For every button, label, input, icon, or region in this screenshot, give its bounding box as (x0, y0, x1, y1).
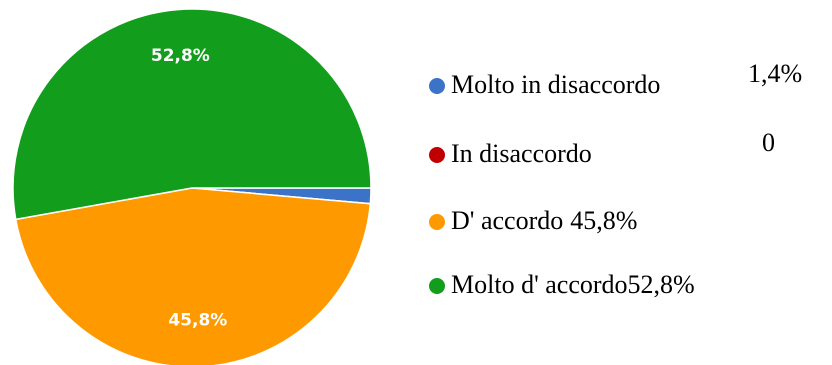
slice-label: 52,8% (151, 46, 210, 66)
legend-label: In disaccordo (451, 139, 592, 168)
legend-entry: Molto in disaccordo 1,4% (451, 59, 802, 99)
legend-entry: Molto d' accordo52,8% (451, 270, 695, 299)
legend-value: 45,8% (570, 206, 637, 235)
legend-value: 1,4% (748, 59, 802, 88)
legend-marker (429, 214, 445, 230)
slice-label: 45,8% (168, 310, 227, 330)
legend-entry: D' accordo 45,8% (451, 206, 637, 235)
pie-slice (12, 8, 372, 221)
legend-label: D' accordo (451, 206, 563, 235)
legend-label: Molto d' accordo (451, 270, 628, 299)
legend-marker (429, 78, 445, 94)
legend-value: 0 (762, 128, 775, 157)
legend-label: Molto in disaccordo (451, 70, 660, 99)
legend-value: 52,8% (628, 270, 695, 299)
pie-slice (14, 187, 372, 365)
legend-entry: In disaccordo 0 (451, 128, 775, 168)
legend-marker (429, 278, 445, 294)
legend-marker (429, 147, 445, 163)
